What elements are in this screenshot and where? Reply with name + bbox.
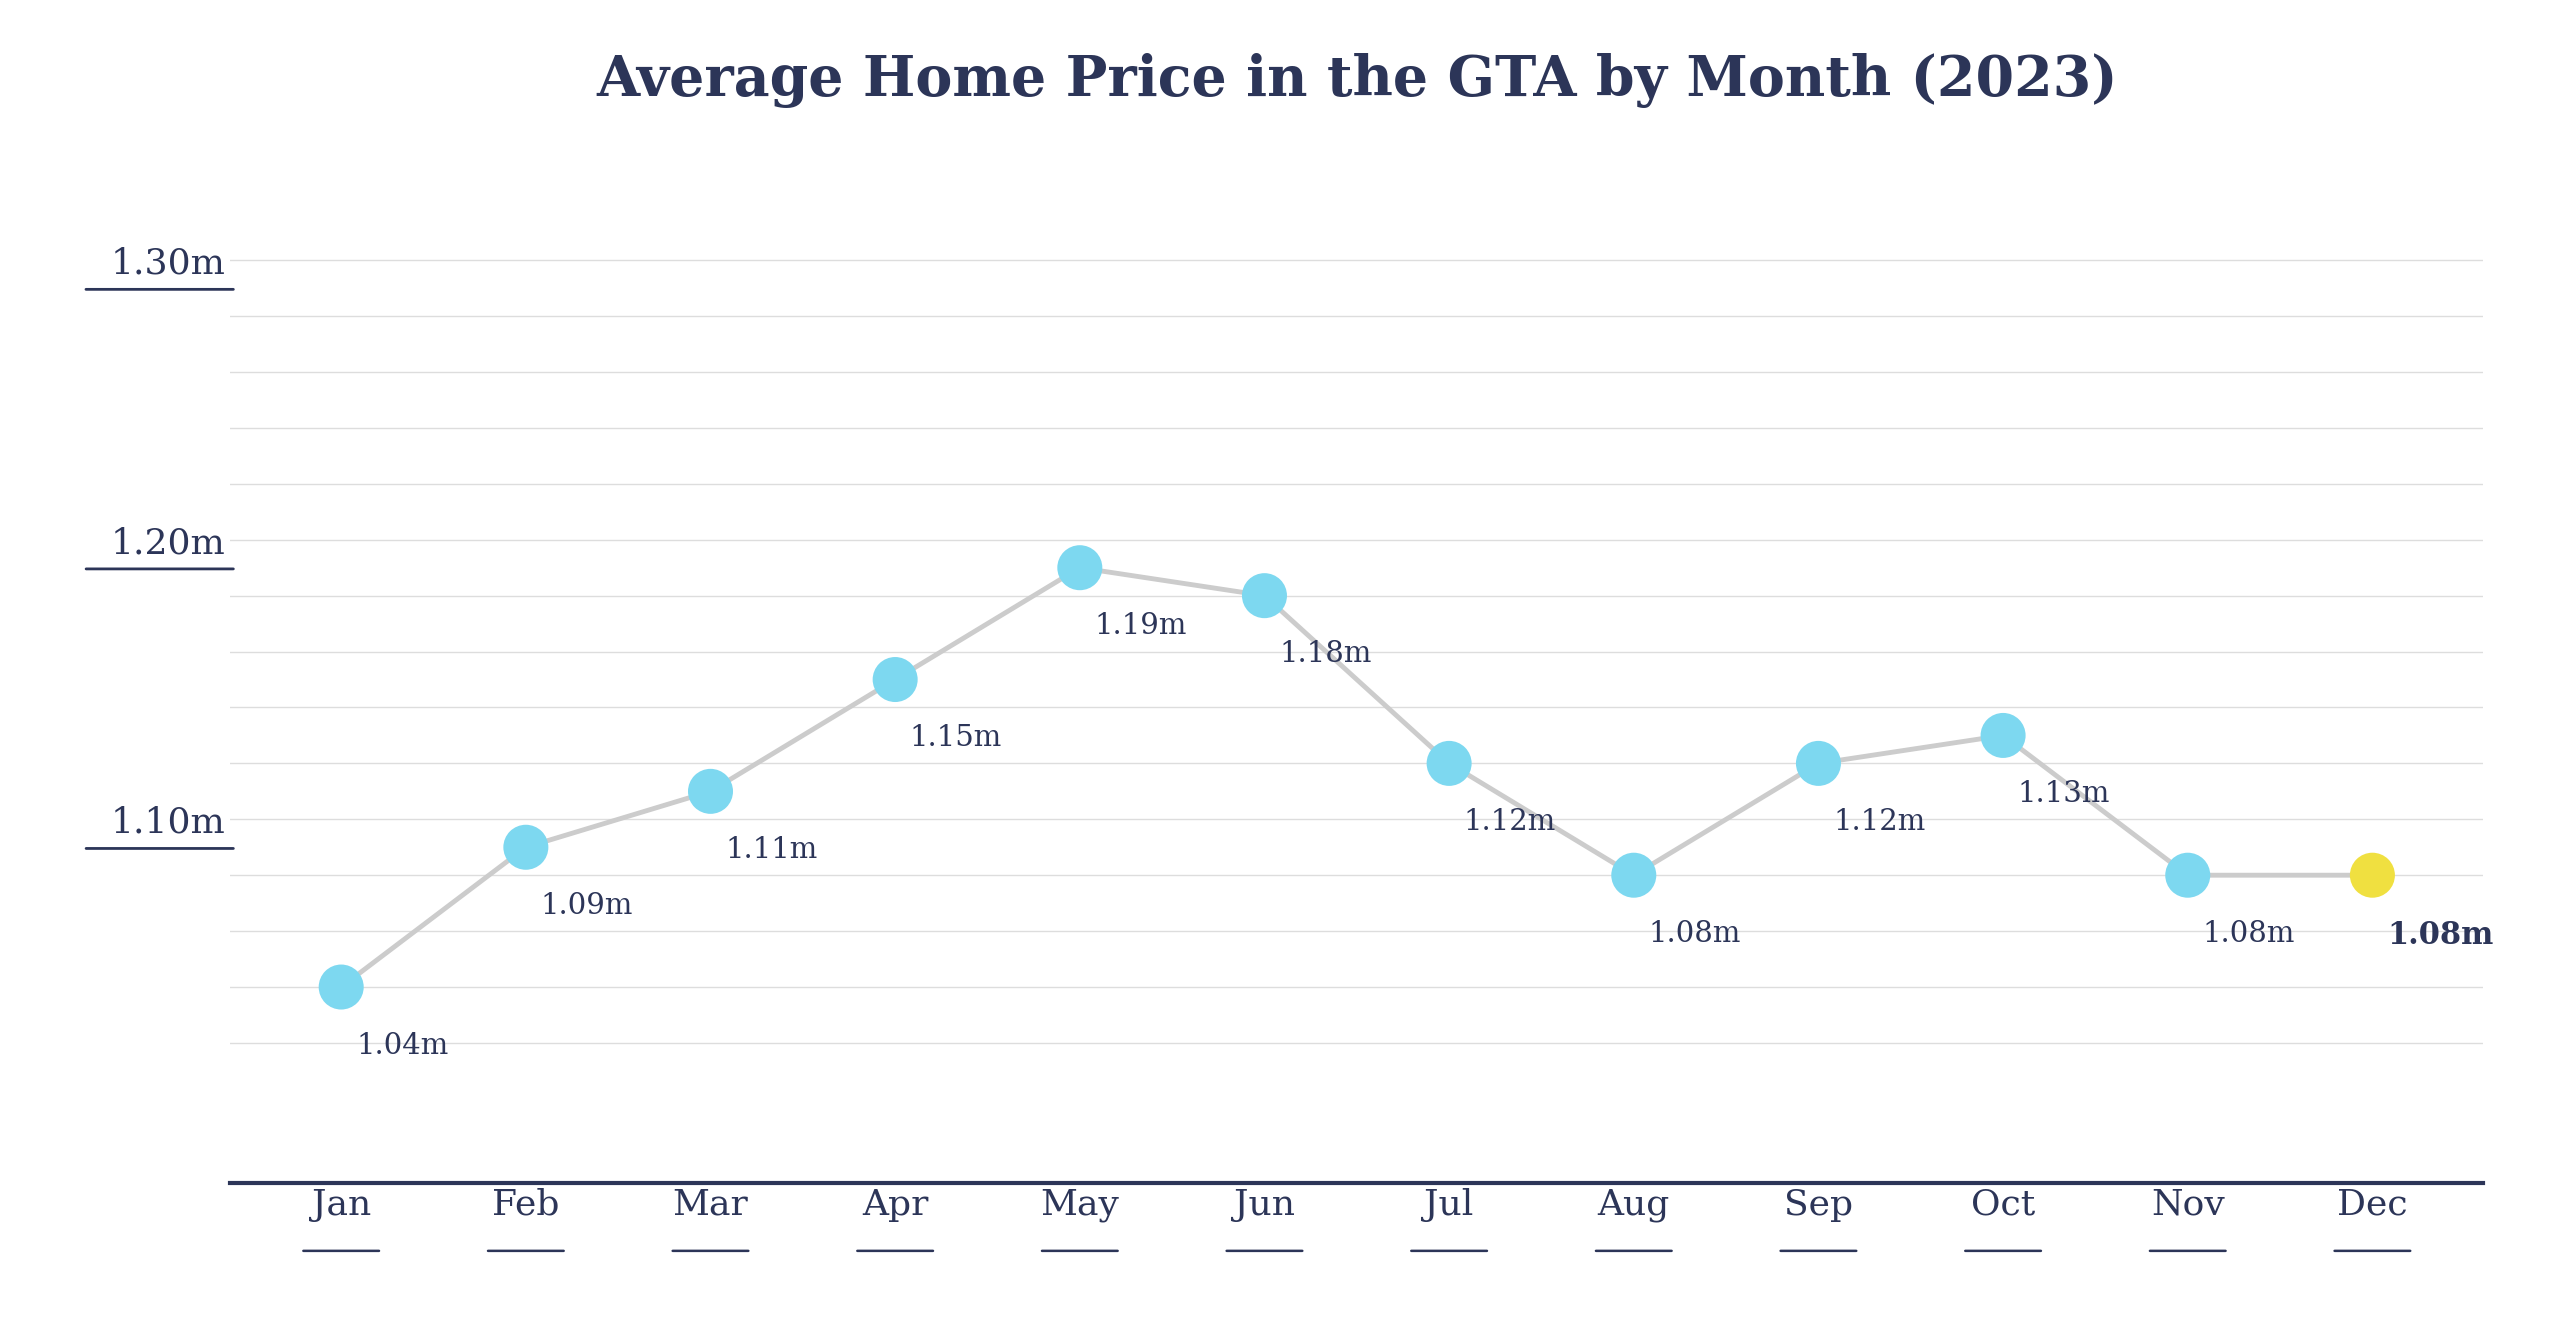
Point — [1981, 724, 2022, 746]
Point — [1244, 585, 1285, 606]
Text: 1.18m: 1.18m — [1280, 640, 1372, 668]
Title: Average Home Price in the GTA by Month (2023): Average Home Price in the GTA by Month (… — [596, 52, 2117, 108]
Text: 1.12m: 1.12m — [1464, 808, 1556, 836]
Point — [876, 669, 916, 691]
Text: 1.15m: 1.15m — [909, 724, 1001, 753]
Point — [504, 836, 545, 857]
Text: 1.08m: 1.08m — [1649, 919, 1741, 948]
Point — [2353, 864, 2394, 886]
Point — [320, 976, 361, 997]
Point — [1428, 753, 1469, 774]
Point — [691, 781, 732, 802]
Text: 1.09m: 1.09m — [540, 892, 632, 921]
Point — [1797, 753, 1838, 774]
Text: 1.13m: 1.13m — [2017, 780, 2109, 808]
Point — [1060, 556, 1101, 578]
Text: 1.08m: 1.08m — [2386, 919, 2493, 952]
Text: 1.19m: 1.19m — [1096, 613, 1188, 641]
Point — [1613, 864, 1654, 886]
Point — [2168, 864, 2209, 886]
Text: 1.08m: 1.08m — [2202, 919, 2294, 948]
Text: 1.11m: 1.11m — [724, 836, 817, 864]
Text: 1.04m: 1.04m — [356, 1032, 448, 1060]
Text: 1.12m: 1.12m — [1833, 808, 1925, 836]
